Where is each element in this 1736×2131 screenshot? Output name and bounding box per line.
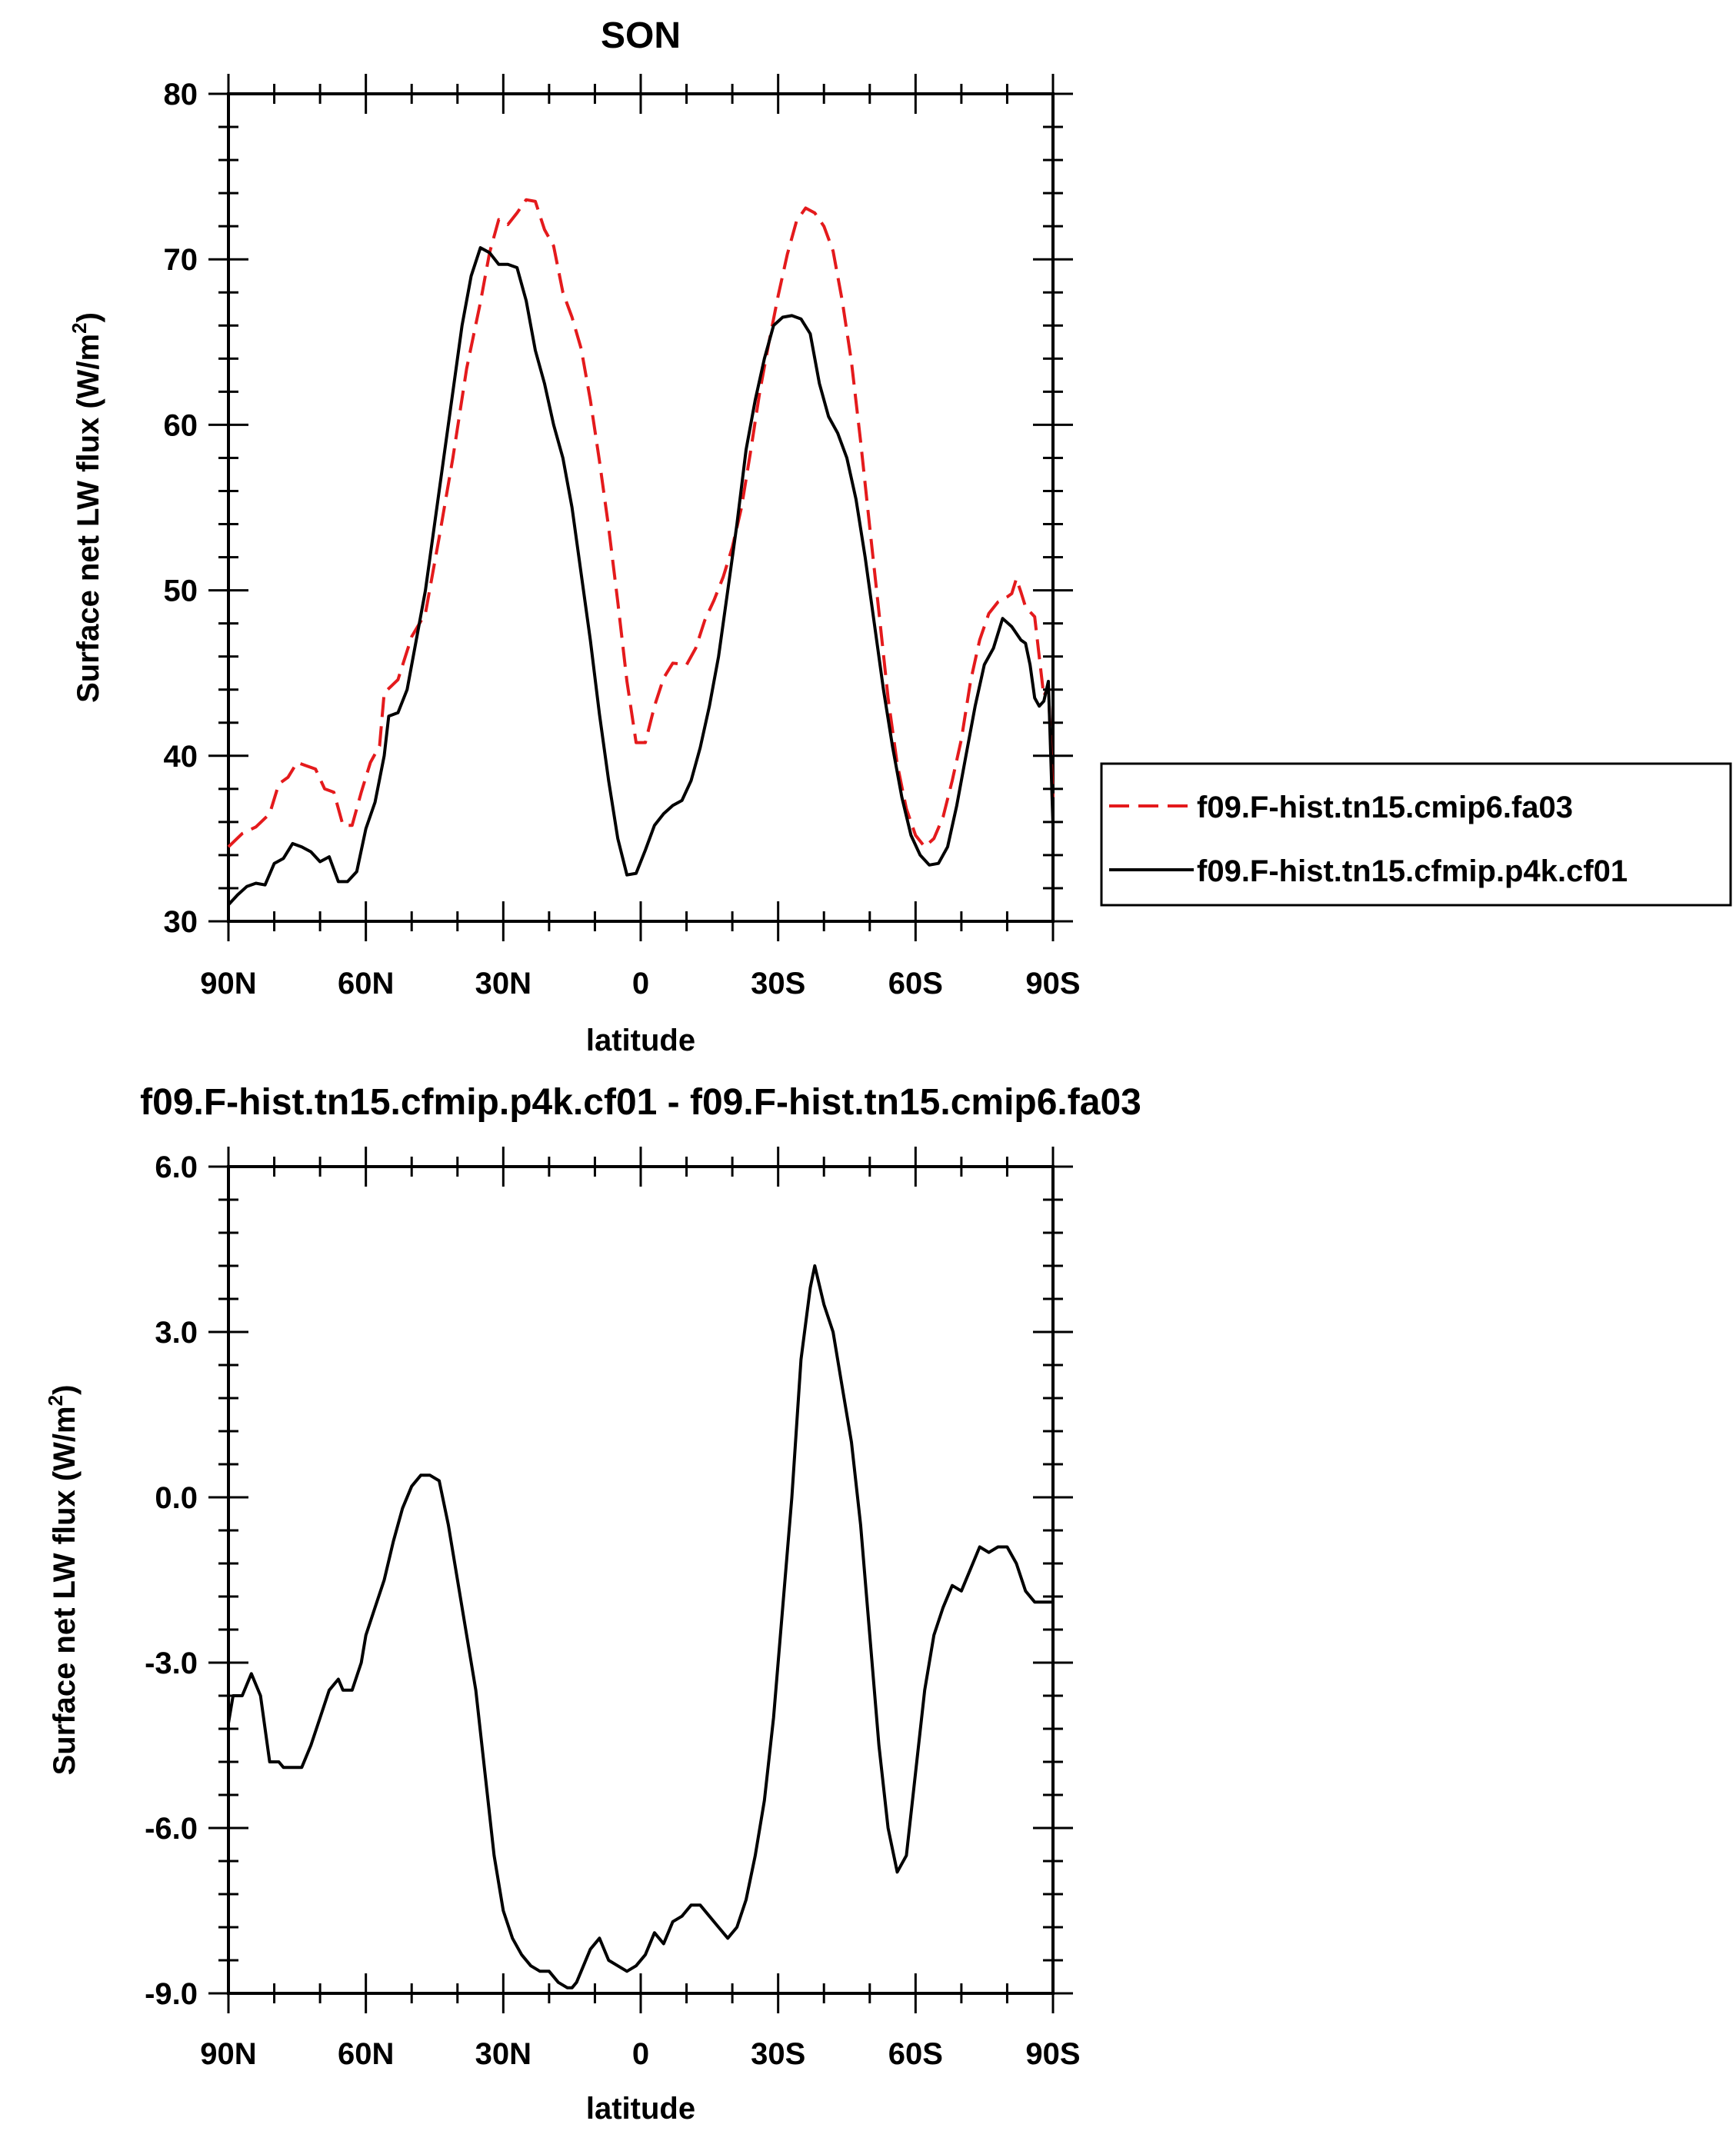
legend: f09.F-hist.tn15.cmip6.fa03 f09.F-hist.tn1… bbox=[1100, 762, 1732, 907]
chart-title: f09.F-hist.tn15.cfmip.p4k.cf01 - f09.F-h… bbox=[140, 1082, 1141, 1123]
x-tick-label: 90N bbox=[200, 2037, 256, 2071]
y-axis-title-superscript: 2 bbox=[68, 322, 91, 333]
x-tick-label: 30N bbox=[475, 2037, 531, 2071]
y-axis-title: Surface net LW flux (W/m2) bbox=[44, 1385, 82, 1776]
y-tick-label: 30 bbox=[164, 905, 198, 939]
x-tick-label: 0 bbox=[632, 967, 649, 1001]
y-tick-label: 60 bbox=[164, 408, 198, 442]
top-chart: SON 90N 60N 30N 0 30S 60S 90S 30 40 50 60 70 80 latitu… bbox=[68, 15, 1732, 1057]
series-line-1 bbox=[227, 1264, 1053, 1989]
series-line-2 bbox=[227, 246, 1055, 906]
y-tick-label: 80 bbox=[164, 78, 198, 112]
y-tick-label: 6.0 bbox=[155, 1150, 198, 1184]
chart-title: SON bbox=[601, 15, 681, 56]
y-axis-title-main: Surface net LW flux (W/m bbox=[48, 1406, 82, 1775]
y-tick-label: -6.0 bbox=[145, 1812, 198, 1846]
x-tick-label: 30N bbox=[475, 967, 531, 1001]
y-tick-label: 3.0 bbox=[155, 1316, 198, 1350]
x-tick-label: 60S bbox=[888, 2037, 943, 2071]
y-tick-label: 0.0 bbox=[155, 1481, 198, 1515]
y-tick-label: -9.0 bbox=[145, 1977, 198, 2011]
x-tick-label: 90S bbox=[1025, 2037, 1080, 2071]
y-axis-title-end: ) bbox=[48, 1385, 82, 1395]
y-axis-title: Surface net LW flux (W/m2) bbox=[68, 312, 105, 703]
legend-label-2: f09.F-hist.tn15.cfmip.p4k.cf01 bbox=[1197, 854, 1628, 888]
x-axis-title: latitude bbox=[586, 2092, 695, 2126]
y-tick-label: -3.0 bbox=[145, 1647, 198, 1680]
x-tick-label: 90S bbox=[1025, 967, 1080, 1001]
legend-label-1: f09.F-hist.tn15.cmip6.fa03 bbox=[1197, 791, 1573, 824]
y-axis-title-main: Surface net LW flux (W/m bbox=[72, 334, 105, 703]
bottom-chart: f09.F-hist.tn15.cfmip.p4k.cf01 - f09.F-h… bbox=[44, 1082, 1141, 2126]
x-tick-label: 30S bbox=[751, 967, 805, 1001]
plot-frame bbox=[227, 1165, 1055, 1995]
plot-frame bbox=[227, 92, 1055, 923]
y-tick-label: 50 bbox=[164, 574, 198, 608]
series-line-1 bbox=[227, 198, 1055, 849]
x-tick-label: 60S bbox=[888, 967, 943, 1001]
x-tick-label: 60N bbox=[338, 967, 394, 1001]
x-tick-label: 0 bbox=[632, 2037, 649, 2071]
x-tick-label: 60N bbox=[338, 2037, 394, 2071]
y-axis-title-end: ) bbox=[72, 312, 105, 322]
x-tick-label: 90N bbox=[200, 967, 256, 1001]
y-tick-label: 40 bbox=[164, 740, 198, 774]
x-axis-title: latitude bbox=[586, 1024, 695, 1057]
x-tick-label: 30S bbox=[751, 2037, 805, 2071]
legend-box bbox=[1100, 762, 1732, 907]
y-tick-label: 70 bbox=[164, 243, 198, 277]
y-axis-title-superscript: 2 bbox=[44, 1395, 67, 1406]
